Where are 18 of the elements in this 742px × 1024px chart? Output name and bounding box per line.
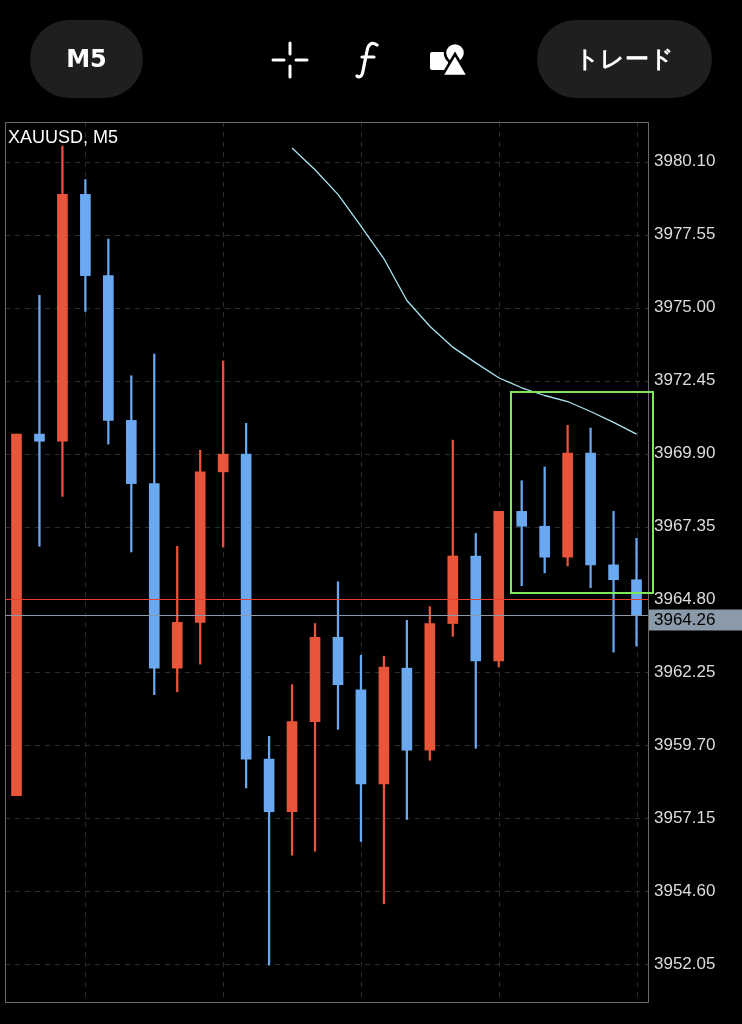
y-tick-label: 3980.10 (654, 151, 716, 171)
y-tick-label: 3972.45 (654, 370, 716, 390)
y-tick-label: 3977.55 (654, 224, 716, 244)
candlestick (608, 511, 619, 653)
y-tick-label: 3957.15 (654, 808, 716, 828)
text: M5 (30, 20, 143, 98)
y-tick-label: 3959.70 (654, 735, 716, 755)
y-tick-label: 3975.00 (654, 297, 716, 317)
chart-title: XAUUSD, M5 (8, 126, 119, 147)
y-tick-label: 3962.25 (654, 662, 716, 682)
candlestick (34, 295, 45, 547)
ref-line-label: 3964.26 (654, 610, 716, 630)
y-tick-label: 3969.90 (654, 443, 716, 463)
y-tick-label: 3967.35 (654, 516, 716, 536)
y-tick-label: 3952.05 (654, 953, 716, 973)
text: トレード (537, 20, 712, 98)
y-tick-label: 3964.80 (654, 589, 716, 609)
y-tick-label: 3954.60 (654, 880, 716, 900)
